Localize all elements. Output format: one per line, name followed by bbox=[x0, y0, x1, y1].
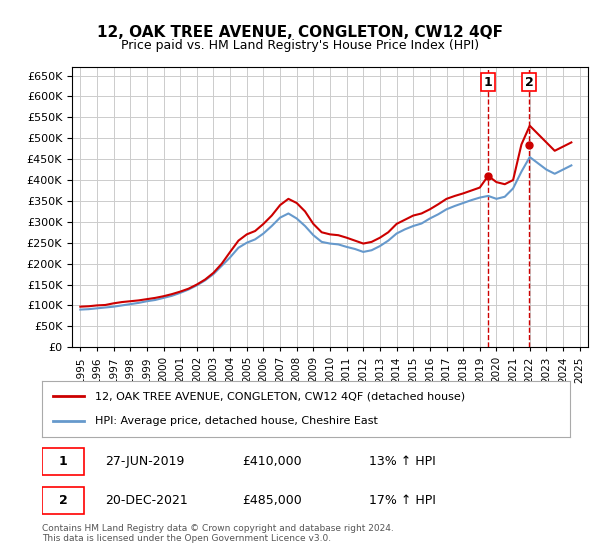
FancyBboxPatch shape bbox=[42, 487, 84, 514]
Text: £485,000: £485,000 bbox=[242, 494, 302, 507]
Text: Contains HM Land Registry data © Crown copyright and database right 2024.
This d: Contains HM Land Registry data © Crown c… bbox=[42, 524, 394, 543]
Text: 1: 1 bbox=[59, 455, 67, 468]
Text: 2: 2 bbox=[525, 76, 533, 88]
Text: HPI: Average price, detached house, Cheshire East: HPI: Average price, detached house, Ches… bbox=[95, 416, 377, 426]
Text: 20-DEC-2021: 20-DEC-2021 bbox=[106, 494, 188, 507]
FancyBboxPatch shape bbox=[42, 448, 84, 474]
Text: 12, OAK TREE AVENUE, CONGLETON, CW12 4QF (detached house): 12, OAK TREE AVENUE, CONGLETON, CW12 4QF… bbox=[95, 391, 465, 402]
Text: 1: 1 bbox=[484, 76, 493, 88]
Text: 27-JUN-2019: 27-JUN-2019 bbox=[106, 455, 185, 468]
Text: £410,000: £410,000 bbox=[242, 455, 302, 468]
Text: 13% ↑ HPI: 13% ↑ HPI bbox=[370, 455, 436, 468]
Text: 2: 2 bbox=[59, 494, 67, 507]
Text: Price paid vs. HM Land Registry's House Price Index (HPI): Price paid vs. HM Land Registry's House … bbox=[121, 39, 479, 52]
Text: 12, OAK TREE AVENUE, CONGLETON, CW12 4QF: 12, OAK TREE AVENUE, CONGLETON, CW12 4QF bbox=[97, 25, 503, 40]
Text: 17% ↑ HPI: 17% ↑ HPI bbox=[370, 494, 436, 507]
